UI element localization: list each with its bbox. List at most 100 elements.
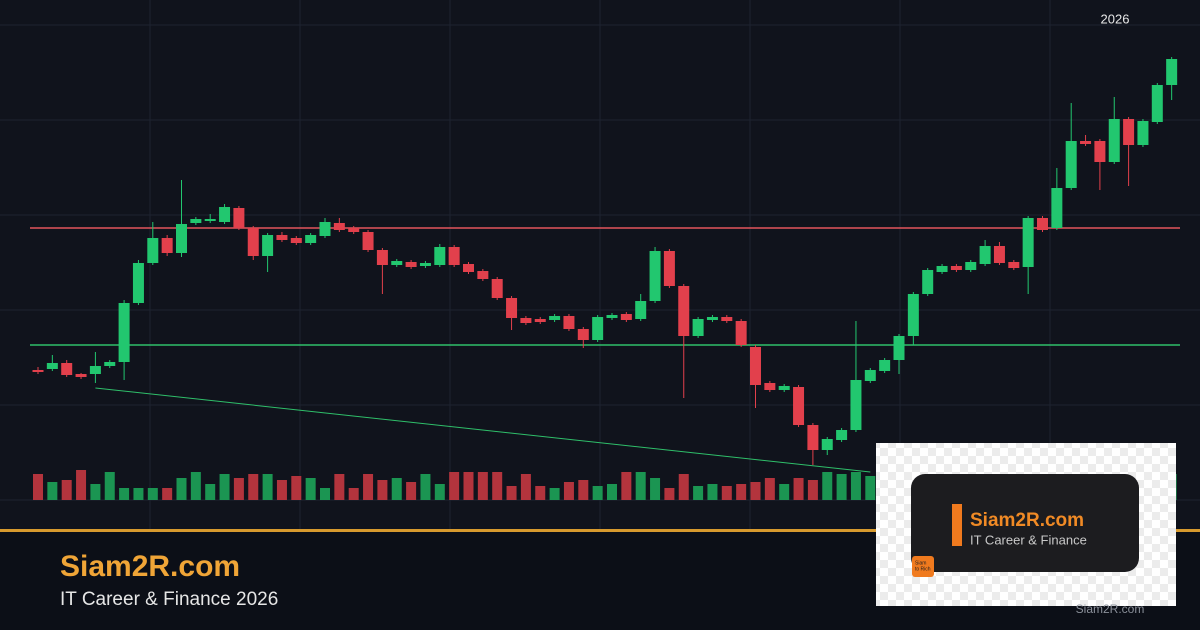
volume-bar — [650, 478, 661, 500]
candle-body — [46, 363, 58, 369]
volume-bar — [420, 474, 431, 500]
brand-subtitle: IT Career & Finance 2026 — [60, 589, 278, 610]
candle-body — [750, 347, 761, 385]
volume-bar — [779, 484, 790, 500]
candle-body — [807, 425, 819, 450]
volume-bar — [721, 486, 732, 500]
volume-bar — [449, 472, 460, 500]
volume-bar — [664, 488, 675, 500]
candle-body — [247, 228, 259, 256]
volume-bar — [850, 472, 861, 500]
volume-bar — [492, 472, 503, 500]
candle-body — [706, 317, 718, 320]
candle-body — [778, 386, 790, 390]
volume-bar — [291, 476, 302, 500]
volume-bar — [635, 472, 646, 500]
volume-bar — [90, 484, 101, 500]
volume-bar — [248, 474, 259, 500]
candle-body — [75, 374, 87, 377]
candle-body — [305, 235, 317, 243]
volume-bar — [463, 472, 474, 500]
volume-bar — [506, 486, 517, 500]
candle-body — [635, 301, 647, 319]
logo-card — [911, 474, 1139, 572]
candle-body — [1137, 121, 1149, 145]
candle-body — [477, 271, 489, 279]
candle-body — [663, 251, 675, 286]
candle-body — [348, 228, 360, 232]
volume-bar — [219, 474, 230, 500]
candle-body — [376, 250, 388, 265]
logo-bar — [952, 504, 962, 546]
volume-bar — [391, 478, 402, 500]
candle-body — [233, 208, 245, 228]
grid — [0, 0, 1200, 530]
volume-bar — [348, 488, 359, 500]
candle-body — [319, 222, 331, 236]
candle-body — [1166, 59, 1178, 85]
divider — [0, 529, 1200, 532]
candle-body — [391, 261, 403, 265]
candle-body — [692, 319, 704, 336]
candle-body — [1080, 141, 1092, 144]
volume-bar — [320, 488, 330, 500]
volume-bar — [133, 488, 144, 500]
candle-body — [1094, 141, 1106, 162]
volume-bar — [76, 470, 87, 500]
volume-bar — [578, 480, 589, 500]
year-label: 2026 — [1101, 11, 1130, 26]
candle-body — [620, 314, 632, 320]
candle-body — [534, 319, 546, 322]
candle-body — [950, 266, 962, 270]
candle-body — [821, 439, 833, 450]
trend-line — [95, 387, 871, 473]
candle-body — [520, 318, 532, 323]
candle-body — [219, 207, 231, 222]
candle-body — [276, 235, 288, 240]
candle-body — [1051, 188, 1063, 228]
logo-name: Siam2R.com — [970, 510, 1084, 531]
volume-bar — [47, 482, 58, 500]
candle-body — [879, 360, 891, 371]
volume-bar — [693, 486, 704, 500]
volume-bar — [678, 474, 689, 500]
candle-body — [290, 238, 302, 243]
candle-body — [61, 363, 73, 375]
volume-bar — [822, 472, 833, 500]
logo: Siam2R.com IT Career & Finance Siam to R… — [876, 443, 1176, 606]
candle-body — [333, 223, 345, 230]
volume-bar — [621, 472, 632, 500]
volume-bar — [836, 474, 847, 500]
candle-body — [147, 238, 159, 263]
volume-bar — [750, 482, 761, 500]
volume-bar — [305, 478, 316, 500]
volume-bar — [549, 488, 560, 500]
volume-bar — [377, 480, 388, 500]
volume-bar — [276, 480, 287, 500]
volume-bar — [563, 482, 574, 500]
candle-body — [434, 247, 446, 265]
candle-body — [721, 317, 733, 321]
candle-body — [161, 238, 173, 253]
volume-bar — [119, 488, 130, 500]
candle-body — [1037, 218, 1048, 230]
volume-bar — [736, 484, 747, 500]
volume-bar — [477, 472, 488, 500]
badge-text: Siam — [915, 560, 926, 566]
candle-body — [1008, 262, 1020, 268]
volume-bar — [363, 474, 374, 500]
volume-bar — [807, 480, 818, 500]
candle-body — [204, 219, 216, 221]
candle-body — [419, 263, 431, 266]
candle-body — [922, 270, 934, 294]
candle-body — [506, 298, 518, 318]
volume-bar — [205, 484, 216, 500]
candle-body — [549, 316, 561, 320]
candle-body — [606, 315, 618, 318]
candle-body — [850, 380, 862, 430]
candle-body — [1108, 119, 1120, 162]
candle-body — [448, 247, 460, 265]
candle-body — [577, 329, 589, 340]
candle-body — [993, 246, 1005, 263]
brand-title: Siam2R.com — [60, 550, 240, 583]
